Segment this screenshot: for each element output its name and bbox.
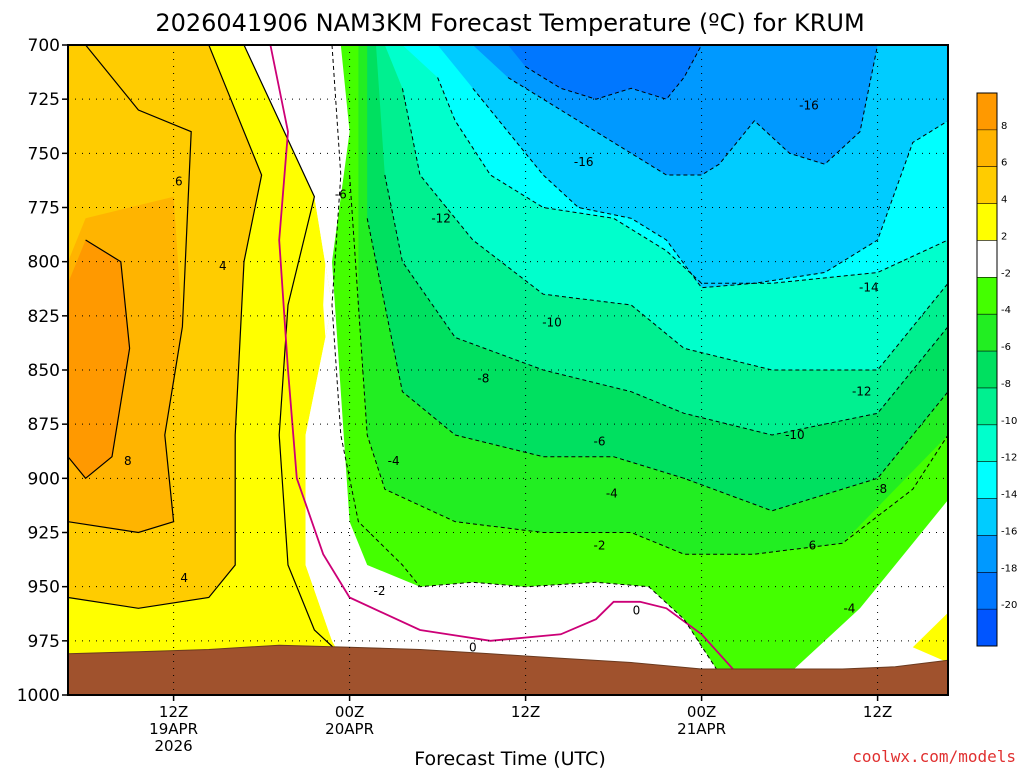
contour-label: -12 bbox=[852, 385, 872, 399]
colorbar-swatch bbox=[977, 166, 997, 205]
colorbar-label: 2 bbox=[1001, 231, 1007, 242]
credit-link[interactable]: coolwx.com/models bbox=[852, 747, 1016, 766]
colorbar-label: 8 bbox=[1001, 121, 1007, 132]
colorbar-label: -4 bbox=[1001, 305, 1011, 316]
y-tick-label: 1000 bbox=[17, 686, 60, 706]
y-tick-label: 725 bbox=[28, 90, 60, 110]
x-axis-label: Forecast Time (UTC) bbox=[414, 748, 605, 768]
contour-label: -8 bbox=[875, 482, 887, 496]
x-tick-label: 2026 bbox=[155, 737, 193, 755]
y-tick-label: 975 bbox=[28, 632, 60, 652]
contour-line bbox=[384, 174, 948, 436]
colorbar-swatch bbox=[977, 387, 997, 426]
contour-label: -6 bbox=[594, 435, 606, 449]
temperature-region bbox=[508, 45, 702, 100]
chart-title: 2026041906 NAM3KM Forecast Temperature (… bbox=[155, 9, 864, 37]
colorbar-swatch bbox=[977, 424, 997, 463]
y-tick-label: 925 bbox=[28, 524, 60, 544]
contour-label: 0 bbox=[469, 640, 477, 654]
colorbar-label: -16 bbox=[1001, 526, 1017, 537]
contour-label: -14 bbox=[859, 281, 879, 295]
colorbar-swatch bbox=[977, 461, 997, 500]
colorbar-swatch bbox=[977, 203, 997, 241]
colorbar-swatch bbox=[977, 535, 997, 573]
y-tick-label: 850 bbox=[28, 361, 60, 381]
contour-label: -6 bbox=[335, 188, 347, 202]
contour-label: -4 bbox=[388, 454, 400, 468]
y-tick-label: 700 bbox=[28, 36, 60, 56]
contour-line bbox=[437, 77, 948, 284]
colorbar-swatch bbox=[977, 609, 997, 647]
contour-line bbox=[349, 174, 948, 555]
contour-line bbox=[366, 218, 948, 512]
contour-line bbox=[269, 45, 738, 674]
colorbar-label: -14 bbox=[1001, 490, 1017, 501]
x-tick-label: 12Z bbox=[863, 703, 892, 721]
colorbar-swatch bbox=[977, 314, 997, 352]
colorbar-swatch bbox=[977, 240, 997, 278]
y-tick-label: 900 bbox=[28, 469, 60, 489]
x-tick-label: 00Z bbox=[335, 703, 364, 721]
y-tick-label: 950 bbox=[28, 578, 60, 598]
temperature-region bbox=[68, 240, 130, 479]
y-tick-label: 750 bbox=[28, 144, 60, 164]
contour-line bbox=[68, 45, 263, 609]
colorbar-label: -2 bbox=[1001, 268, 1011, 279]
x-tick-label: 20APR bbox=[325, 720, 374, 738]
contour-label: -12 bbox=[431, 211, 451, 225]
colorbar-swatch bbox=[977, 277, 997, 315]
contour-label: -10 bbox=[542, 315, 562, 329]
colorbar-label: 4 bbox=[1001, 195, 1007, 206]
contour-label: -16 bbox=[574, 155, 594, 169]
contour-label: -16 bbox=[799, 99, 819, 113]
contour-line bbox=[68, 45, 192, 534]
contour-label: 4 bbox=[180, 571, 188, 585]
colorbar-frame bbox=[976, 92, 998, 647]
y-tick-label: 800 bbox=[28, 253, 60, 273]
colorbar-label: -10 bbox=[1001, 416, 1017, 427]
colorbar-label: -20 bbox=[1001, 600, 1017, 611]
x-tick-label: 12Z bbox=[159, 703, 188, 721]
contour-label: 0 bbox=[633, 604, 641, 618]
contour-label: -2 bbox=[374, 584, 386, 598]
contour-label: 6 bbox=[175, 175, 183, 189]
colorbar-swatch bbox=[977, 498, 997, 536]
colorbar-label: -6 bbox=[1001, 342, 1011, 353]
contour-label: -4 bbox=[606, 487, 618, 501]
contour-label: -4 bbox=[843, 601, 855, 615]
contour-label: -10 bbox=[785, 428, 805, 442]
colorbar-label: -12 bbox=[1001, 453, 1017, 464]
colorbar-label: 6 bbox=[1001, 158, 1007, 169]
contour-line bbox=[243, 45, 351, 663]
contour-line bbox=[331, 45, 720, 674]
contour-line bbox=[525, 45, 703, 100]
contour-line bbox=[68, 239, 131, 480]
colorbar-swatch bbox=[977, 129, 997, 168]
contour-label: 4 bbox=[219, 259, 227, 273]
x-tick-label: 00Z bbox=[687, 703, 716, 721]
contour-label: -2 bbox=[594, 539, 606, 553]
colorbar-label: -18 bbox=[1001, 563, 1017, 574]
contour-label: 8 bbox=[124, 454, 132, 468]
temperature-region bbox=[244, 45, 737, 674]
colorbar: 8 6 4 2 -2 -4 -6 -8 -10 -12 -14 -16 -18 -20 bbox=[976, 92, 1017, 647]
colorbar-swatch bbox=[977, 572, 997, 610]
temperature-region bbox=[912, 612, 948, 663]
axes: 7007257507758008258508759009259509751000… bbox=[17, 36, 949, 755]
y-tick-label: 825 bbox=[28, 307, 60, 327]
colorbar-swatch bbox=[977, 351, 997, 389]
terrain-surface bbox=[68, 644, 948, 695]
colorbar-label: -8 bbox=[1001, 379, 1011, 390]
plot-area: 6 4 8 4 -6 -12 -16 -16 -14 -10 -8 -12 -6 -10 -4 -4 -8 -2 6… bbox=[68, 45, 948, 695]
contour-label: -8 bbox=[477, 372, 489, 386]
x-tick-label: 12Z bbox=[511, 703, 540, 721]
y-tick-label: 875 bbox=[28, 415, 60, 435]
x-tick-label: 19APR bbox=[149, 720, 198, 738]
contour-label: 6 bbox=[809, 539, 817, 553]
contour-line bbox=[507, 45, 879, 176]
x-tick-label: 21APR bbox=[677, 720, 726, 738]
y-tick-label: 775 bbox=[28, 199, 60, 219]
colorbar-swatch bbox=[977, 93, 997, 131]
